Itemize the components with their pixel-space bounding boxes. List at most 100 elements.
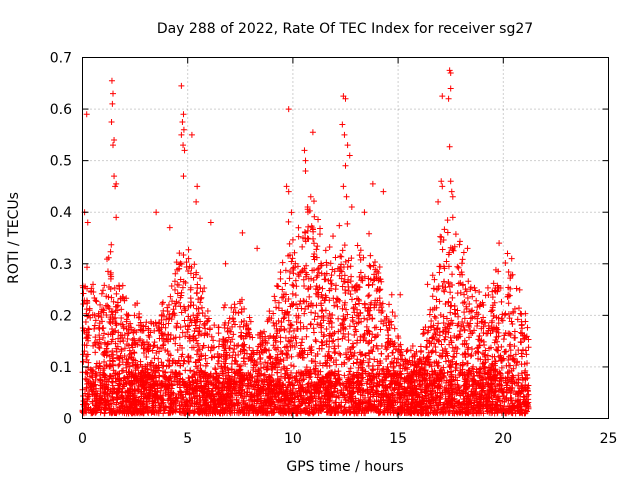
data-point [332, 254, 339, 261]
data-point [205, 315, 212, 322]
data-point [476, 289, 483, 296]
data-point [455, 280, 462, 287]
data-point [339, 305, 346, 312]
data-point [326, 310, 333, 317]
data-point [138, 342, 145, 349]
data-point [229, 336, 236, 343]
data-point [378, 350, 385, 357]
data-point [328, 324, 335, 331]
data-point [313, 246, 320, 253]
data-point [421, 330, 428, 337]
data-point [301, 282, 308, 289]
data-point [435, 337, 442, 344]
data-point [518, 311, 525, 318]
data-point [482, 359, 489, 366]
data-point [202, 355, 209, 362]
data-point [509, 320, 516, 327]
data-point [146, 333, 153, 340]
data-point [190, 274, 197, 281]
data-point [285, 317, 292, 324]
data-point [404, 347, 411, 354]
data-point [344, 220, 351, 227]
data-point [365, 359, 372, 366]
data-point [366, 230, 373, 237]
data-point [347, 263, 354, 270]
data-point [282, 267, 289, 274]
data-point [519, 325, 526, 332]
data-point [288, 209, 295, 216]
data-point [157, 387, 164, 394]
data-point [480, 314, 487, 321]
data-point [499, 311, 506, 318]
data-point [449, 282, 456, 289]
data-point [129, 336, 136, 343]
data-point [229, 323, 236, 330]
data-point [290, 363, 297, 370]
data-point [273, 304, 280, 311]
data-point [426, 311, 433, 318]
data-point [138, 369, 145, 376]
data-point [489, 294, 496, 301]
data-point [185, 246, 192, 253]
data-point [309, 267, 316, 274]
data-point [441, 226, 448, 233]
data-point [279, 307, 286, 314]
data-point [369, 348, 376, 355]
data-point [105, 254, 112, 261]
data-point [286, 268, 293, 275]
data-point [311, 240, 318, 247]
data-point [340, 330, 347, 337]
data-point [288, 258, 295, 265]
data-point [353, 312, 360, 319]
data-point [288, 369, 295, 376]
data-point [431, 313, 438, 320]
data-point [372, 297, 379, 304]
data-point [355, 364, 362, 371]
data-point [301, 228, 308, 235]
data-point [180, 252, 187, 259]
data-point [288, 334, 295, 341]
data-point [480, 338, 487, 345]
data-point [103, 361, 110, 368]
data-point [453, 364, 460, 371]
data-point [287, 303, 294, 310]
data-point [335, 336, 342, 343]
data-point [490, 280, 497, 287]
data-point [158, 359, 165, 366]
data-point [240, 323, 247, 330]
data-point [319, 285, 326, 292]
data-point [366, 292, 373, 299]
data-point [106, 283, 113, 290]
data-point [432, 331, 439, 338]
data-point [435, 320, 442, 327]
data-point [317, 225, 324, 232]
data-point [447, 244, 454, 251]
data-point [241, 317, 248, 324]
data-point [377, 357, 384, 364]
data-point [108, 241, 115, 248]
data-point [158, 345, 165, 352]
data-point [179, 329, 186, 336]
data-point [123, 369, 130, 376]
data-point [495, 268, 502, 275]
data-point [351, 332, 358, 339]
data-point [331, 345, 338, 352]
data-point [115, 362, 122, 369]
data-point [366, 311, 373, 318]
data-point [100, 334, 107, 341]
data-point [515, 305, 522, 312]
data-point [429, 306, 436, 313]
data-point [356, 273, 363, 280]
data-point [330, 233, 337, 240]
data-point [274, 351, 281, 358]
data-point [172, 270, 179, 277]
data-point [395, 343, 402, 350]
data-point [270, 319, 277, 326]
data-point [472, 287, 479, 294]
data-point [343, 306, 350, 313]
data-point [485, 291, 492, 298]
data-point [100, 287, 107, 294]
data-point [501, 311, 508, 318]
data-point [391, 355, 398, 362]
data-point [195, 332, 202, 339]
